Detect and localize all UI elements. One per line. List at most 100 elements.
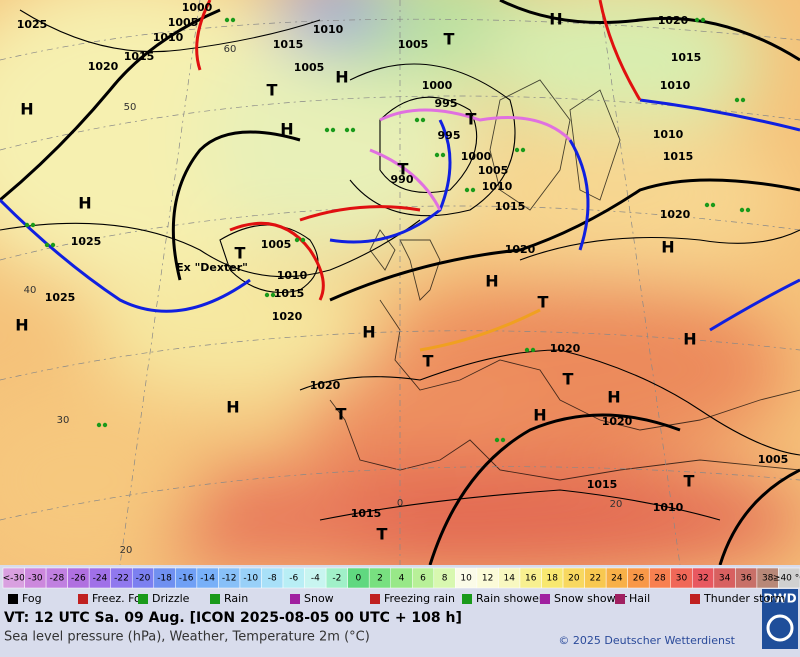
low-pressure-center: T bbox=[267, 81, 278, 100]
rain-dot bbox=[700, 17, 706, 23]
scale-label: ≥40 °C bbox=[773, 574, 800, 584]
legend-icon bbox=[290, 594, 300, 604]
low-pressure-center: T bbox=[563, 370, 574, 389]
pressure-label: 1020 bbox=[658, 14, 689, 27]
dwd-logo-text: DWD bbox=[763, 592, 796, 606]
copyright: © 2025 Deutscher Wetterdienst bbox=[558, 634, 735, 647]
pressure-label: 990 bbox=[391, 173, 414, 186]
description: Sea level pressure (hPa), Weather, Tempe… bbox=[4, 630, 370, 645]
pressure-label: 1015 bbox=[351, 507, 382, 520]
scale-label: -14 bbox=[200, 574, 215, 584]
scale-label: -28 bbox=[49, 574, 64, 584]
isotherm-label: 60 bbox=[224, 44, 237, 55]
rain-dot bbox=[470, 187, 476, 193]
scale-label: 20 bbox=[568, 574, 580, 584]
scale-label: -16 bbox=[179, 574, 194, 584]
scale-label: 0 bbox=[356, 574, 362, 584]
legend-label: Hail bbox=[629, 592, 650, 605]
low-pressure-center: T bbox=[423, 352, 434, 371]
high-pressure-center: H bbox=[661, 238, 674, 257]
rain-dot bbox=[739, 207, 745, 213]
high-pressure-center: H bbox=[78, 194, 91, 213]
legend-icon bbox=[78, 594, 88, 604]
pressure-label: 1020 bbox=[550, 342, 581, 355]
scale-label: -20 bbox=[136, 574, 151, 584]
high-pressure-center: H bbox=[20, 100, 33, 119]
legend-area: DWD VT: 12 UTC Sa. 09 Aug. [ICON 2025-08… bbox=[0, 565, 800, 653]
legend-label: Rain bbox=[224, 592, 248, 605]
legend-icon bbox=[210, 594, 220, 604]
low-pressure-center: T bbox=[336, 405, 347, 424]
rain-dot bbox=[300, 237, 306, 243]
scale-cell bbox=[778, 567, 800, 589]
pressure-label: 1015 bbox=[124, 50, 155, 63]
rain-dot bbox=[224, 17, 230, 23]
high-pressure-center: H bbox=[226, 398, 239, 417]
high-pressure-center: H bbox=[15, 316, 28, 335]
pressure-label: 1010 bbox=[653, 501, 684, 514]
pressure-label: 1010 bbox=[277, 269, 308, 282]
pressure-label: 1025 bbox=[17, 18, 48, 31]
scale-label: -22 bbox=[114, 574, 129, 584]
pressure-label: 1005 bbox=[478, 164, 509, 177]
high-pressure-center: H bbox=[485, 272, 498, 291]
low-pressure-center: T bbox=[538, 293, 549, 312]
rain-dot bbox=[264, 292, 270, 298]
scale-label: 24 bbox=[611, 574, 623, 584]
scale-label: -10 bbox=[243, 574, 258, 584]
scale-label: 12 bbox=[482, 574, 493, 584]
pressure-label: 1020 bbox=[660, 208, 691, 221]
rain-dot bbox=[420, 117, 426, 123]
high-pressure-center: H bbox=[607, 388, 620, 407]
rain-dot bbox=[440, 152, 446, 158]
scale-label: -24 bbox=[93, 574, 108, 584]
pressure-label: 1020 bbox=[88, 60, 119, 73]
isotherm-label: 50 bbox=[124, 102, 137, 113]
legend-label: Fog bbox=[22, 592, 42, 605]
low-pressure-center: T bbox=[684, 472, 695, 491]
pressure-label: 1015 bbox=[495, 200, 526, 213]
high-pressure-center: H bbox=[280, 120, 293, 139]
rain-dot bbox=[324, 127, 330, 133]
rain-dot bbox=[350, 127, 356, 133]
rain-dot bbox=[520, 147, 526, 153]
legend-icon bbox=[370, 594, 380, 604]
rain-dot bbox=[524, 347, 530, 353]
high-pressure-center: H bbox=[533, 406, 546, 425]
rain-dot bbox=[270, 292, 276, 298]
rain-dot bbox=[102, 422, 108, 428]
isotherm-label: 20 bbox=[610, 499, 623, 510]
isotherm-label: 0 bbox=[397, 498, 403, 509]
rain-dot bbox=[30, 222, 36, 228]
scale-label: 32 bbox=[697, 574, 708, 584]
rain-dot bbox=[514, 147, 520, 153]
scale-label: 14 bbox=[503, 574, 515, 584]
pressure-label: 1015 bbox=[671, 51, 702, 64]
high-pressure-center: H bbox=[549, 10, 562, 29]
pressure-label: 995 bbox=[435, 97, 458, 110]
dwd-logo-mark bbox=[766, 614, 794, 642]
scale-label: 8 bbox=[442, 574, 448, 584]
scale-label: -18 bbox=[157, 574, 172, 584]
scale-label: 26 bbox=[633, 574, 645, 584]
legend-icon bbox=[138, 594, 148, 604]
pressure-label: 1000 bbox=[422, 79, 453, 92]
pressure-label: 1005 bbox=[261, 238, 292, 251]
legend-label: Freez. Fog bbox=[92, 592, 148, 605]
rain-dot bbox=[694, 17, 700, 23]
pressure-label: 1015 bbox=[587, 478, 618, 491]
rain-dot bbox=[330, 127, 336, 133]
pressure-label: 1025 bbox=[45, 291, 76, 304]
pressure-label: 1020 bbox=[310, 379, 341, 392]
high-pressure-center: H bbox=[335, 68, 348, 87]
legend-label: Snow shower bbox=[554, 592, 627, 605]
rain-dot bbox=[734, 97, 740, 103]
legend-icon bbox=[540, 594, 550, 604]
scale-label: -6 bbox=[289, 574, 298, 584]
low-pressure-center: T bbox=[444, 30, 455, 49]
legend-icon bbox=[615, 594, 625, 604]
pressure-label: 1010 bbox=[660, 79, 691, 92]
isotherm-label: 30 bbox=[57, 415, 70, 426]
